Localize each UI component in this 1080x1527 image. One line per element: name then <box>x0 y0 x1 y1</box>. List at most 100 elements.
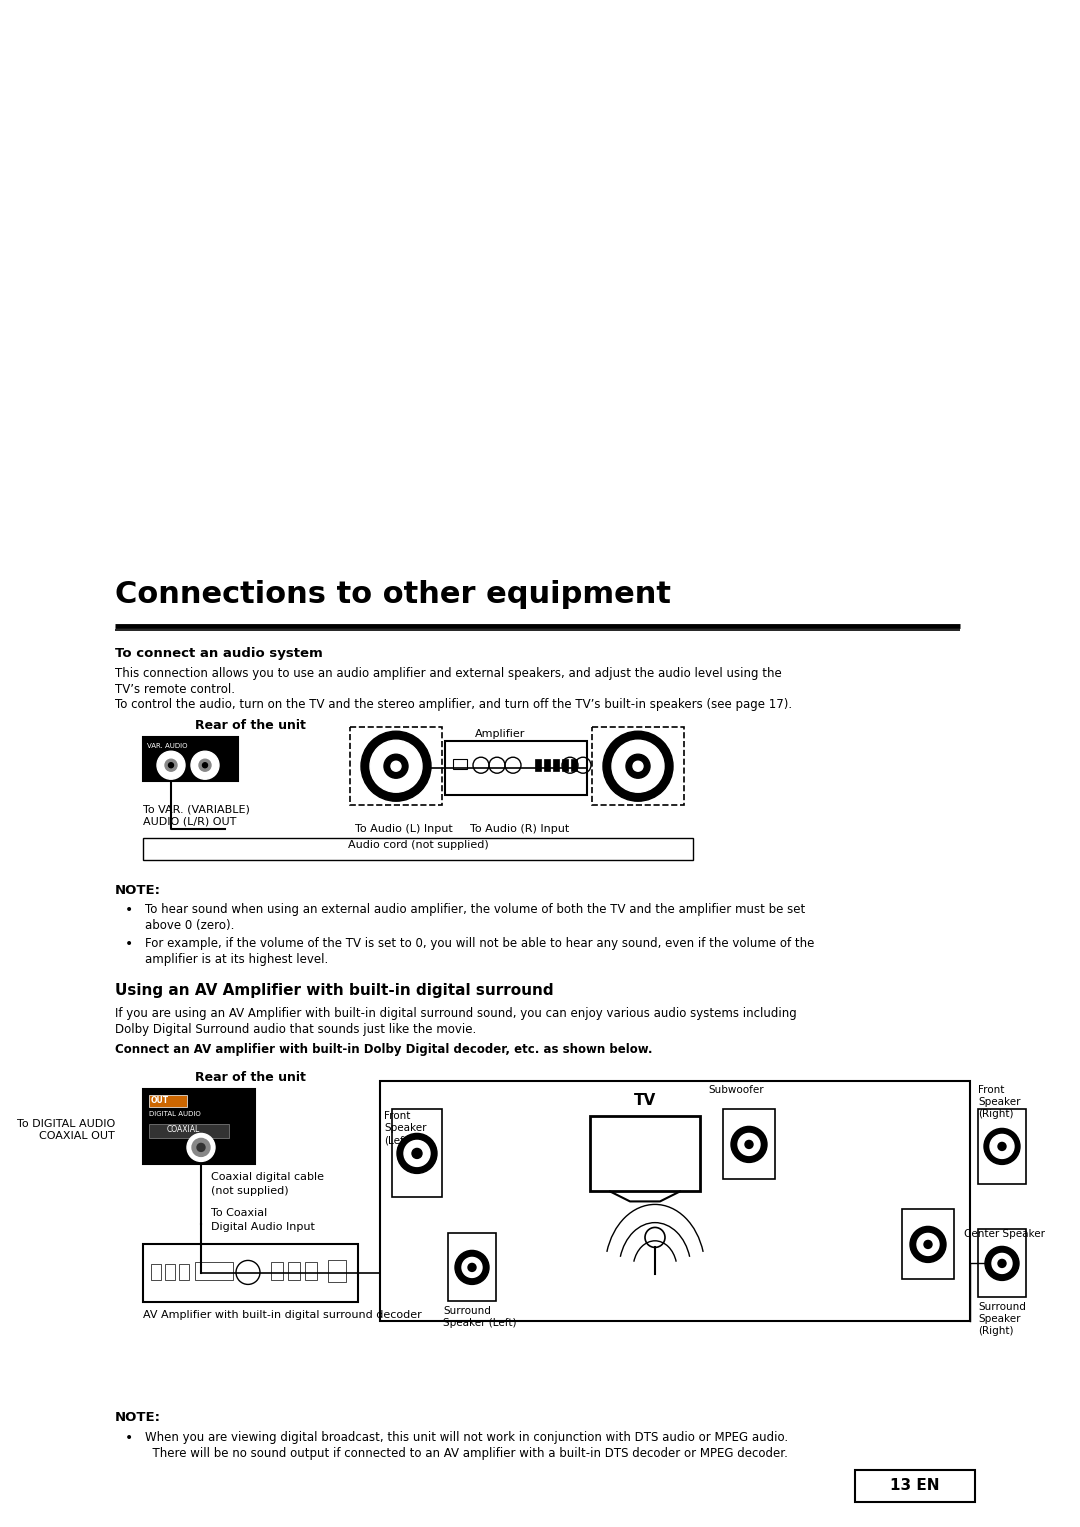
Text: Surround: Surround <box>443 1307 491 1316</box>
Text: (Right): (Right) <box>978 1327 1013 1336</box>
Text: To connect an audio system: To connect an audio system <box>114 647 323 661</box>
Bar <box>590 1116 700 1191</box>
Bar <box>143 738 238 782</box>
Text: COAXIAL OUT: COAXIAL OUT <box>39 1132 114 1141</box>
Text: For example, if the volume of the TV is set to 0, you will not be able to hear a: For example, if the volume of the TV is … <box>145 938 814 950</box>
Bar <box>553 759 559 771</box>
Text: amplifier is at its highest level.: amplifier is at its highest level. <box>145 953 328 967</box>
Bar <box>902 1209 954 1280</box>
Text: Front: Front <box>384 1112 410 1121</box>
Circle shape <box>165 759 177 771</box>
Text: TV’s remote control.: TV’s remote control. <box>114 683 235 696</box>
Circle shape <box>910 1226 946 1263</box>
Text: (not supplied): (not supplied) <box>211 1186 288 1197</box>
Circle shape <box>191 751 219 779</box>
Text: Center Speaker: Center Speaker <box>964 1229 1045 1240</box>
Circle shape <box>411 1148 422 1159</box>
Text: OUT: OUT <box>151 1096 170 1106</box>
Bar <box>448 1234 496 1301</box>
Circle shape <box>745 1141 753 1148</box>
Bar <box>195 1263 233 1281</box>
Text: 13 EN: 13 EN <box>890 1478 940 1493</box>
Text: above 0 (zero).: above 0 (zero). <box>145 919 234 933</box>
Text: •: • <box>125 904 133 918</box>
Bar <box>392 1110 442 1197</box>
Bar <box>592 727 684 805</box>
Text: Speaker: Speaker <box>978 1315 1021 1324</box>
Text: (Right): (Right) <box>978 1110 1013 1119</box>
Text: •: • <box>125 1431 133 1446</box>
Text: Dolby Digital Surround audio that sounds just like the movie.: Dolby Digital Surround audio that sounds… <box>114 1023 476 1037</box>
Bar <box>179 1264 189 1281</box>
Text: Front: Front <box>978 1086 1004 1095</box>
Circle shape <box>187 1133 215 1162</box>
Circle shape <box>192 1139 210 1156</box>
Bar <box>305 1263 318 1281</box>
Text: This connection allows you to use an audio amplifier and external speakers, and : This connection allows you to use an aud… <box>114 667 782 681</box>
Bar <box>143 1245 357 1303</box>
Bar <box>544 759 550 771</box>
Bar <box>165 1264 175 1281</box>
Text: Speaker: Speaker <box>978 1098 1021 1107</box>
Text: Surround: Surround <box>978 1303 1026 1312</box>
Text: Audio cord (not supplied): Audio cord (not supplied) <box>348 840 488 851</box>
Circle shape <box>391 762 401 771</box>
Circle shape <box>998 1260 1005 1267</box>
Text: To Audio (L) Input: To Audio (L) Input <box>355 825 453 834</box>
Text: Connections to other equipment: Connections to other equipment <box>114 580 671 609</box>
Text: Digital Audio Input: Digital Audio Input <box>211 1223 315 1232</box>
Bar <box>143 1089 255 1165</box>
Circle shape <box>603 731 673 802</box>
Bar <box>288 1263 300 1281</box>
Text: (Left): (Left) <box>384 1136 411 1145</box>
Text: To VAR. (VARIABLE): To VAR. (VARIABLE) <box>143 805 249 814</box>
Text: Subwoofer: Subwoofer <box>708 1086 764 1095</box>
Bar <box>453 759 467 770</box>
Circle shape <box>203 762 207 768</box>
Text: TV: TV <box>634 1093 657 1109</box>
Text: Rear of the unit: Rear of the unit <box>195 719 306 733</box>
Text: VAR. AUDIO: VAR. AUDIO <box>147 744 188 750</box>
Text: There will be no sound output if connected to an AV amplifier with a built-in DT: There will be no sound output if connect… <box>145 1448 788 1460</box>
Circle shape <box>633 762 643 771</box>
Text: To Coaxial: To Coaxial <box>211 1208 267 1219</box>
Circle shape <box>462 1257 482 1278</box>
Text: AV Amplifier with built-in digital surround decoder: AV Amplifier with built-in digital surro… <box>143 1310 422 1321</box>
Bar <box>571 759 577 771</box>
Circle shape <box>984 1128 1020 1165</box>
Bar <box>535 759 541 771</box>
Text: To DIGITAL AUDIO: To DIGITAL AUDIO <box>17 1119 114 1130</box>
Text: Speaker (Left): Speaker (Left) <box>443 1318 516 1328</box>
Circle shape <box>998 1142 1005 1150</box>
Bar <box>978 1229 1026 1298</box>
Circle shape <box>361 731 431 802</box>
Text: Connect an AV amplifier with built-in Dolby Digital decoder, etc. as shown below: Connect an AV amplifier with built-in Do… <box>114 1043 652 1055</box>
Circle shape <box>731 1127 767 1162</box>
Circle shape <box>370 741 422 793</box>
Circle shape <box>626 754 650 779</box>
Bar <box>271 1263 283 1281</box>
Circle shape <box>612 741 664 793</box>
Bar <box>380 1081 970 1321</box>
Circle shape <box>993 1254 1012 1274</box>
Text: If you are using an AV Amplifier with built-in digital surround sound, you can e: If you are using an AV Amplifier with bu… <box>114 1008 797 1020</box>
Text: Amplifier: Amplifier <box>475 730 525 739</box>
Text: Rear of the unit: Rear of the unit <box>195 1072 306 1084</box>
Text: To control the audio, turn on the TV and the stereo amplifier, and turn off the : To control the audio, turn on the TV and… <box>114 698 792 712</box>
Bar <box>855 1471 975 1503</box>
Circle shape <box>917 1234 939 1255</box>
Text: Coaxial digital cable: Coaxial digital cable <box>211 1173 324 1182</box>
Text: To hear sound when using an external audio amplifier, the volume of both the TV : To hear sound when using an external aud… <box>145 904 806 916</box>
Bar <box>151 1264 161 1281</box>
Bar <box>350 727 442 805</box>
Circle shape <box>168 762 174 768</box>
Text: COAXIAL: COAXIAL <box>167 1125 200 1135</box>
Circle shape <box>738 1133 760 1156</box>
Text: To Audio (R) Input: To Audio (R) Input <box>470 825 569 834</box>
Text: Using an AV Amplifier with built-in digital surround: Using an AV Amplifier with built-in digi… <box>114 983 554 999</box>
Bar <box>445 741 588 796</box>
Circle shape <box>924 1240 932 1249</box>
Bar <box>978 1110 1026 1185</box>
Circle shape <box>384 754 408 779</box>
Bar <box>562 759 568 771</box>
